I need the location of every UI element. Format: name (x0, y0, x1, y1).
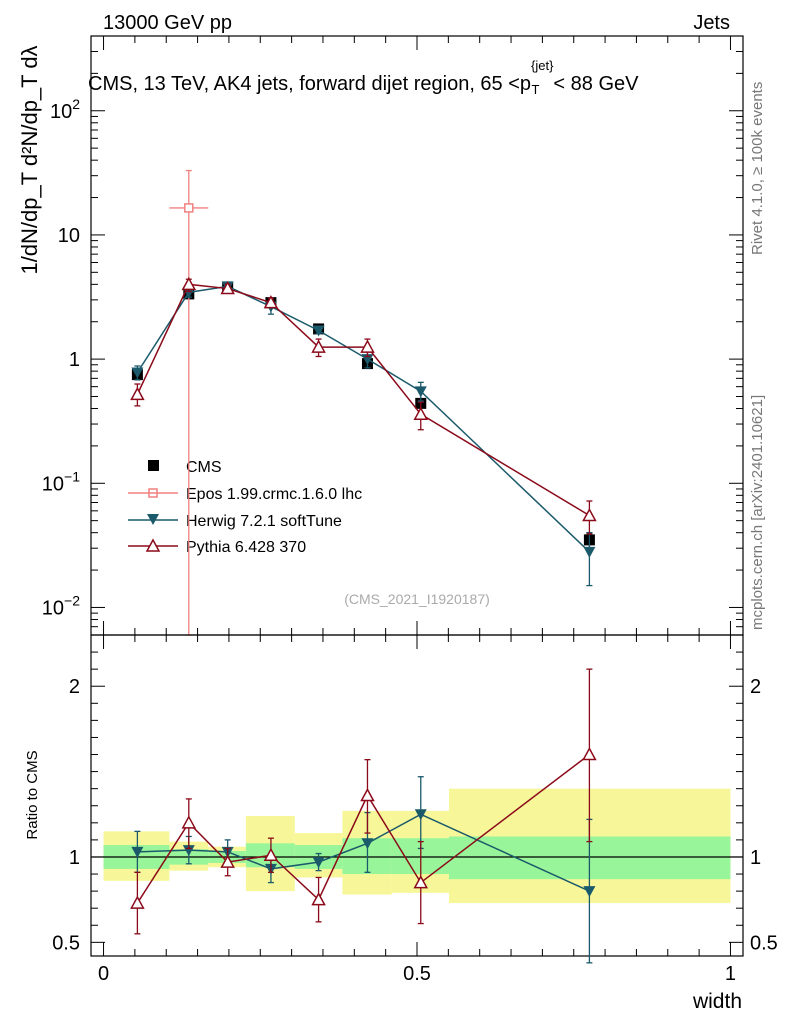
ratio-y-tick-label-right: 2 (750, 676, 761, 698)
x-tick-label: 0.5 (403, 963, 431, 985)
header-jets-label: Jets (693, 12, 730, 34)
legend-pythia-label: Pythia 6.428 370 (186, 539, 306, 556)
pythia-ratio-point (582, 746, 597, 761)
legend: CMS Epos 1.99.crmc.1.6.0 lhc Herwig 7.2.… (128, 459, 362, 556)
herwig-data-point (312, 325, 325, 337)
epos-error-bar (185, 169, 192, 636)
legend-epos-label: Epos 1.99.crmc.1.6.0 lhc (186, 486, 362, 503)
epos-data-point (184, 203, 194, 213)
pythia-data-point (360, 339, 375, 353)
legend-cms-label: CMS (186, 459, 222, 476)
legend-pythia-marker (128, 538, 178, 552)
pythia-series-line (136, 283, 590, 517)
pythia-ratio-line (136, 753, 590, 904)
mcplots-label: mcplots.cern.ch [arXiv:2401.10621] (749, 395, 766, 630)
herwig-ratio-line (137, 813, 590, 892)
pythia-ratio-point (220, 854, 235, 868)
main-y-tick-label: 10−1 (42, 468, 80, 495)
pythia-ratio-point (263, 847, 279, 862)
pythia-data-point (311, 339, 326, 353)
main-y-tick-label: 1 (69, 349, 80, 371)
herwig-series-line (136, 285, 590, 553)
rivet-version-label: Rivet 4.1.0, ≥ 100k events (749, 82, 766, 255)
ratio-y-tick-label-left: 2 (69, 676, 80, 698)
herwig-data-point (583, 546, 596, 558)
main-y-tick-label: 102 (50, 96, 80, 123)
herwig-data-point (414, 386, 427, 398)
pythia-ratio-point (130, 895, 145, 909)
pythia-ratio-point (311, 892, 326, 906)
header-energy-label: 13000 GeV pp (103, 12, 232, 34)
ratio-y-axis-label: Ratio to CMS (24, 750, 41, 839)
pythia-ratio-point (181, 815, 197, 829)
ratio-y-tick-label-left: 0.5 (52, 932, 80, 954)
legend-epos-marker (128, 488, 178, 498)
pythia-ratio-point (413, 875, 429, 889)
ratio-y-tick-label-right: 0.5 (750, 932, 778, 954)
pythia-data-point (582, 507, 597, 522)
pythia-data-point (181, 276, 197, 291)
herwig-ratio-point (414, 809, 427, 821)
main-y-axis-label: 1/dN/dp_T d²N/dp_T dλ (17, 45, 42, 274)
x-tick-label: 0 (98, 963, 109, 985)
analysis-id-label: (CMS_2021_I1920187) (344, 591, 490, 607)
herwig-ratio-point (312, 857, 325, 869)
pythia-data-point (220, 280, 235, 295)
pythia-data-point (413, 406, 429, 420)
herwig-ratio-point (131, 846, 144, 858)
legend-herwig-marker (128, 514, 178, 525)
x-axis-label: width (692, 990, 742, 1013)
herwig-ratio-point (583, 886, 596, 898)
pythia-data-point (130, 386, 145, 401)
legend-cms-marker (148, 460, 159, 471)
main-y-tick-label: 10−2 (42, 592, 80, 619)
x-tick-label: 1 (725, 963, 736, 985)
legend-herwig-label: Herwig 7.2.1 softTune (186, 513, 342, 530)
ratio-y-tick-label-right: 1 (750, 847, 761, 869)
pythia-ratio-point (360, 787, 375, 802)
herwig-data-point (131, 367, 144, 379)
pythia-data-point (263, 295, 279, 309)
chart-title: CMS, 13 TeV, AK4 jets, forward dijet reg… (88, 58, 639, 97)
svg-text:1/dN/dp_T d²N/dp_T dλ: 1/dN/dp_T d²N/dp_T dλ (17, 45, 42, 274)
ratio-y-tick-label-left: 1 (69, 847, 80, 869)
main-y-tick-label: 10 (58, 225, 80, 247)
herwig-ratio-point (361, 838, 374, 850)
